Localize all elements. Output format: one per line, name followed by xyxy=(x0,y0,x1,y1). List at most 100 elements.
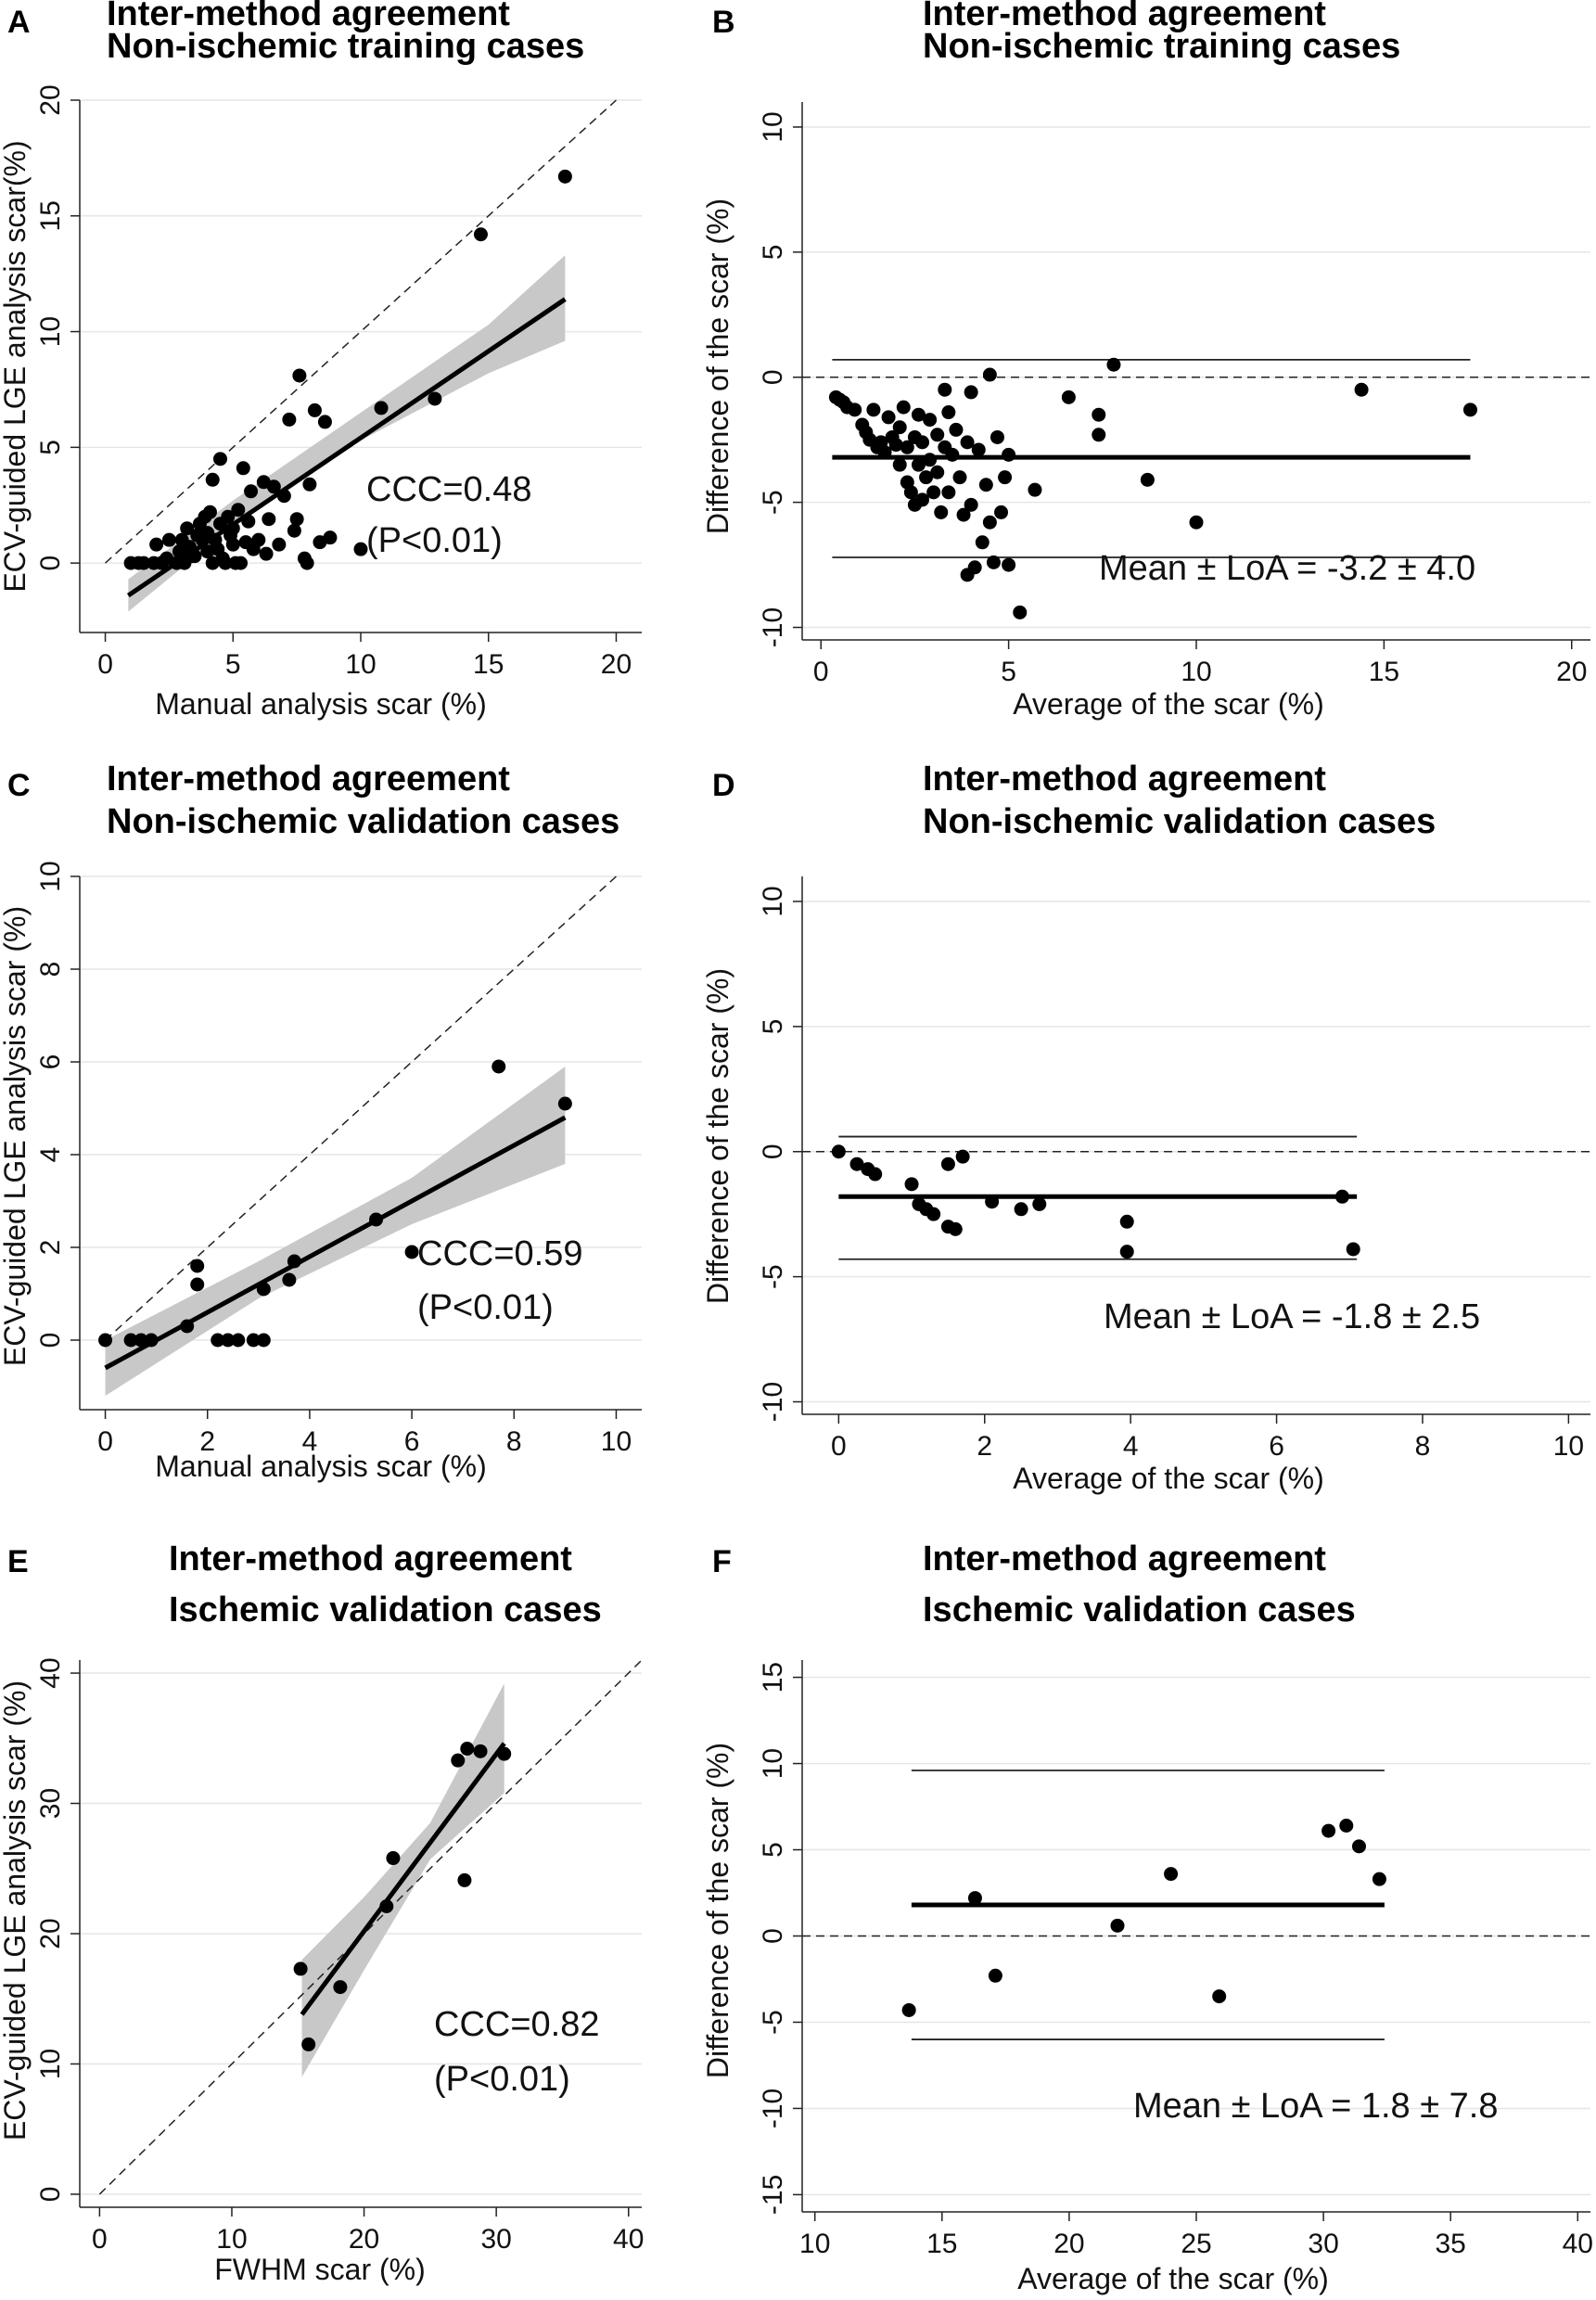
x-tick-label: 25 xyxy=(1181,2229,1211,2259)
data-point xyxy=(149,537,164,552)
data-point xyxy=(1462,402,1477,417)
data-point xyxy=(1013,605,1028,620)
data-point xyxy=(881,410,896,425)
data-point xyxy=(98,1333,113,1348)
data-point xyxy=(211,1333,225,1348)
y-tick-label: 10 xyxy=(758,111,788,142)
x-tick-label: 5 xyxy=(1001,657,1016,687)
x-tick-label: 20 xyxy=(349,2224,379,2255)
data-point xyxy=(900,440,914,454)
data-point xyxy=(307,402,322,417)
x-tick-label: 10 xyxy=(1553,1431,1584,1462)
data-point xyxy=(557,1096,572,1111)
y-tick-label: -5 xyxy=(758,1264,788,1289)
y-tick-label: 5 xyxy=(758,1842,788,1858)
data-point xyxy=(473,1744,488,1758)
chart-subtitle: Non-ischemic validation cases xyxy=(923,802,1436,841)
y-tick-label: -10 xyxy=(758,2089,788,2128)
data-point xyxy=(1106,357,1121,372)
data-point xyxy=(956,507,971,522)
x-tick-label: 10 xyxy=(799,2229,830,2259)
data-point xyxy=(923,453,938,467)
data-point xyxy=(1346,1242,1360,1257)
x-tick-label: 0 xyxy=(97,1426,113,1457)
data-point xyxy=(246,1333,261,1348)
panel-f: F Inter-method agreement Ischemic validati… xyxy=(701,1540,1593,2295)
data-point xyxy=(282,412,297,427)
data-point xyxy=(1164,1867,1179,1882)
data-point xyxy=(901,2002,916,2017)
x-tick-label: 40 xyxy=(613,2224,644,2255)
y-tick-label: -10 xyxy=(758,1382,788,1422)
data-point xyxy=(190,1259,205,1273)
data-point xyxy=(952,470,967,485)
data-point xyxy=(888,438,903,453)
x-tick-label: 30 xyxy=(1308,2229,1338,2259)
data-point xyxy=(259,546,274,561)
data-point xyxy=(218,556,233,570)
panel-letter: E xyxy=(7,1544,29,1579)
data-point xyxy=(221,509,236,524)
y-tick-label: 10 xyxy=(758,1748,788,1779)
mean-loa-annotation: Mean ± LoA = -1.8 ± 2.5 xyxy=(1104,1297,1480,1336)
data-point xyxy=(941,485,956,500)
data-point xyxy=(1321,1823,1336,1838)
data-point xyxy=(293,1961,308,1976)
data-point xyxy=(934,505,949,519)
data-point xyxy=(1002,447,1016,462)
data-point xyxy=(941,405,956,420)
data-point xyxy=(323,530,338,545)
y-axis-label: Difference of the scar (%) xyxy=(701,198,734,534)
x-tick-label: 2 xyxy=(199,1426,215,1457)
x-axis-label: Average of the scar (%) xyxy=(1017,2262,1329,2295)
y-tick-label: 15 xyxy=(35,200,66,231)
data-point xyxy=(994,505,1009,519)
y-tick-label: 20 xyxy=(35,1918,66,1949)
chart-title: Inter-method agreement xyxy=(923,760,1326,799)
data-point xyxy=(982,515,997,530)
y-tick-label: 4 xyxy=(35,1147,66,1163)
data-point xyxy=(266,479,281,494)
data-point xyxy=(1372,1872,1386,1886)
x-tick-label: 5 xyxy=(225,649,241,680)
data-point xyxy=(262,512,276,527)
data-point xyxy=(213,452,227,466)
data-point xyxy=(896,400,911,415)
data-point xyxy=(967,560,982,575)
x-tick-label: 40 xyxy=(1563,2229,1593,2259)
chart-subtitle: Ischemic validation cases xyxy=(923,1591,1356,1629)
data-point xyxy=(1339,1819,1354,1833)
data-point xyxy=(1351,1839,1366,1854)
data-point xyxy=(1189,515,1204,530)
y-tick-label: 40 xyxy=(35,1657,66,1688)
y-tick-label: -5 xyxy=(758,490,788,515)
data-point xyxy=(301,2037,316,2051)
data-point xyxy=(557,169,572,184)
x-tick-label: 0 xyxy=(813,657,829,687)
chart-title: Inter-method agreement xyxy=(169,1540,572,1578)
data-point xyxy=(473,227,488,242)
x-axis-label: Manual analysis scar (%) xyxy=(155,687,486,721)
x-tick-label: 20 xyxy=(601,649,632,680)
y-tick-label: 0 xyxy=(35,1333,66,1348)
data-point xyxy=(256,1282,271,1297)
x-tick-label: 0 xyxy=(831,1431,847,1462)
data-point xyxy=(282,1272,297,1287)
data-point xyxy=(241,514,256,529)
p-value-annotation: (P<0.01) xyxy=(366,521,503,560)
y-tick-label: 2 xyxy=(35,1240,66,1256)
y-axis-label: ECV-guided LGE analysis scar (%) xyxy=(0,906,32,1366)
data-point xyxy=(949,422,964,437)
chart-subtitle: Ischemic validation cases xyxy=(169,1591,602,1629)
x-tick-label: 20 xyxy=(1053,2229,1084,2259)
data-point xyxy=(317,415,332,429)
y-tick-label: 15 xyxy=(758,1662,788,1693)
data-point xyxy=(287,1254,301,1269)
y-tick-label: 10 xyxy=(35,2049,66,2079)
x-tick-label: 8 xyxy=(1415,1431,1431,1462)
data-point xyxy=(930,465,945,479)
data-point xyxy=(982,367,997,382)
data-point xyxy=(1092,428,1106,442)
data-point xyxy=(276,489,291,504)
